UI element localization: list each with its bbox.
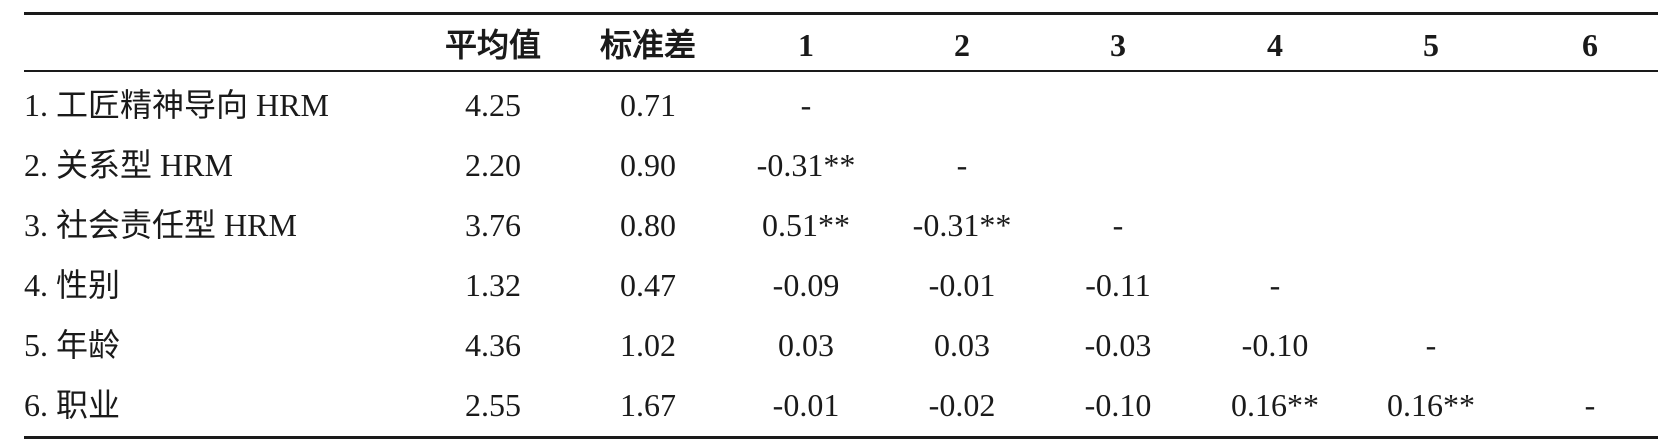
cell: 2.20 [465, 147, 521, 183]
cell: -0.02 [928, 387, 996, 423]
cell: 0.90 [620, 147, 676, 183]
row-label: 2. 关系型 HRM [24, 147, 233, 183]
column-header: 5 [1423, 27, 1439, 63]
column-header: 平均值 [444, 27, 542, 63]
column-header: 标准差 [599, 27, 697, 63]
cell: 1.67 [620, 387, 676, 423]
cell: -0.31** [756, 147, 856, 183]
cell: 4.25 [465, 87, 521, 123]
top-rule [24, 12, 1658, 15]
cell: - [1269, 267, 1281, 303]
cell: 2.55 [465, 387, 521, 423]
cell: -0.09 [772, 267, 840, 303]
column-header: 3 [1110, 27, 1126, 63]
cell: - [956, 147, 968, 183]
row-label: 3. 社会责任型 HRM [24, 207, 297, 243]
cell: 4.36 [465, 327, 521, 363]
cell: - [1425, 327, 1437, 363]
cell: 1.32 [465, 267, 521, 303]
header-rule [24, 70, 1658, 72]
row-label: 6. 职业 [24, 387, 121, 423]
cell: 3.76 [465, 207, 521, 243]
cell: 0.03 [934, 327, 990, 363]
row-label: 5. 年龄 [24, 327, 121, 363]
cell: - [1584, 387, 1596, 423]
column-header: 1 [798, 27, 814, 63]
bottom-rule [24, 436, 1658, 439]
cell: 0.16** [1231, 387, 1319, 423]
cell: -0.31** [912, 207, 1012, 243]
cell: - [1112, 207, 1124, 243]
cell: -0.03 [1084, 327, 1152, 363]
cell: -0.01 [928, 267, 996, 303]
column-header: 4 [1267, 27, 1283, 63]
cell: -0.10 [1084, 387, 1152, 423]
cell: -0.11 [1085, 267, 1151, 303]
cell: 0.71 [620, 87, 676, 123]
row-label: 4. 性别 [24, 267, 121, 303]
column-header: 6 [1582, 27, 1598, 63]
cell: 0.03 [778, 327, 834, 363]
cell: -0.10 [1241, 327, 1309, 363]
cell: - [800, 87, 812, 123]
cell: 0.51** [762, 207, 850, 243]
cell: 0.80 [620, 207, 676, 243]
column-header: 2 [954, 27, 970, 63]
cell: 1.02 [620, 327, 676, 363]
cell: 0.16** [1387, 387, 1475, 423]
cell: 0.47 [620, 267, 676, 303]
row-label: 1. 工匠精神导向 HRM [24, 87, 329, 123]
cell: -0.01 [772, 387, 840, 423]
